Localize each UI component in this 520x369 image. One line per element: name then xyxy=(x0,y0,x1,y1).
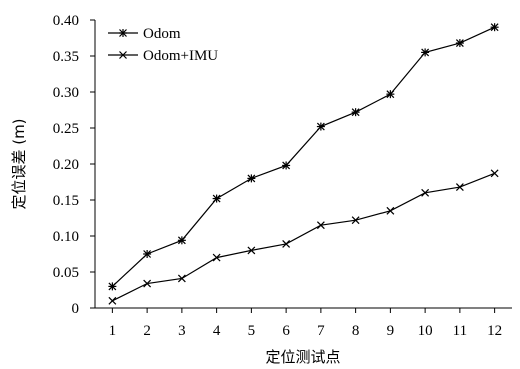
data-point-odom xyxy=(316,122,325,131)
data-point-odom xyxy=(455,39,464,48)
data-point-odom-imu xyxy=(490,169,499,178)
x-tick-label: 6 xyxy=(282,323,290,339)
data-point-odom-imu xyxy=(177,274,186,283)
data-point-odom-imu xyxy=(421,188,430,197)
y-tick-label: 0.30 xyxy=(53,85,79,101)
data-point-odom xyxy=(108,282,117,291)
data-point-odom xyxy=(386,90,395,99)
x-tick-label: 4 xyxy=(213,323,221,339)
y-tick-label: 0.10 xyxy=(53,229,79,245)
data-point-odom xyxy=(177,236,186,245)
y-axis-title: 定位误差 (m) xyxy=(10,118,28,209)
y-tick-label: 0.25 xyxy=(53,121,79,137)
data-point-odom-imu xyxy=(351,216,360,225)
x-axis-title: 定位测试点 xyxy=(265,348,340,366)
series-line-odom-imu xyxy=(112,172,495,302)
series-layer xyxy=(108,23,499,305)
data-point-odom-imu xyxy=(143,279,152,288)
legend-label: Odom+IMU xyxy=(143,48,218,64)
legend-item-odom-imu: Odom+IMU xyxy=(108,48,218,64)
x-tick-label: 5 xyxy=(248,323,256,339)
x-tick-label: 12 xyxy=(487,323,502,339)
x-ticks: 1 2 3 4 5 6 7 8 9 10 11 12 xyxy=(109,308,502,339)
data-point-odom-imu xyxy=(386,206,395,215)
data-point-odom-imu xyxy=(316,221,325,230)
data-point-odom xyxy=(351,108,360,117)
x-tick-label: 9 xyxy=(387,323,395,339)
y-tick-label: 0.05 xyxy=(53,265,79,281)
data-point-odom xyxy=(143,250,152,258)
y-ticks: 0 0.05 0.10 0.15 0.20 0.25 0.30 0.35 0.40 xyxy=(53,13,95,317)
data-point-odom xyxy=(282,161,291,170)
legend-marker xyxy=(119,51,127,59)
data-point-odom-imu xyxy=(282,239,291,248)
data-point-odom xyxy=(490,23,499,32)
data-point-odom-imu xyxy=(212,253,221,262)
y-tick-label: 0.15 xyxy=(53,193,79,209)
x-tick-label: 8 xyxy=(352,323,360,339)
series-line-odom xyxy=(111,26,495,287)
x-tick-label: 1 xyxy=(109,323,117,339)
legend-marker xyxy=(119,29,127,37)
y-tick-label: 0.20 xyxy=(53,157,79,173)
data-point-odom xyxy=(247,174,256,183)
legend: Odom Odom+IMU xyxy=(108,26,218,64)
y-tick-label: 0.35 xyxy=(53,49,79,65)
x-tick-label: 2 xyxy=(143,323,151,339)
data-point-odom-imu xyxy=(108,296,117,305)
y-tick-label: 0.40 xyxy=(53,13,79,29)
data-point-odom xyxy=(212,194,221,203)
data-point-odom-imu xyxy=(247,246,256,255)
x-tick-label: 10 xyxy=(418,323,433,339)
data-point-odom xyxy=(421,48,430,57)
data-point-odom-imu xyxy=(455,183,464,191)
x-tick-label: 3 xyxy=(178,323,186,339)
x-tick-label: 11 xyxy=(453,323,467,339)
x-tick-label: 7 xyxy=(317,323,325,339)
y-tick-label: 0 xyxy=(72,301,80,317)
legend-item-odom: Odom xyxy=(108,26,181,42)
legend-label: Odom xyxy=(143,26,181,42)
